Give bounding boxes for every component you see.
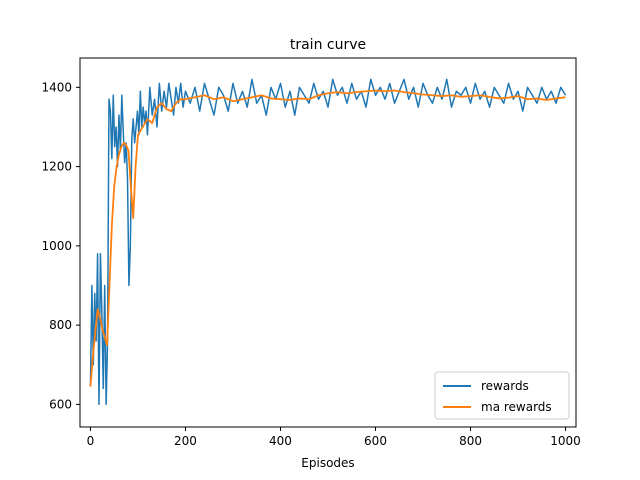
y-tick-label: 1400 bbox=[41, 80, 72, 94]
x-tick-label: 400 bbox=[269, 434, 292, 448]
y-tick-label: 1200 bbox=[41, 160, 72, 174]
chart-title: train curve bbox=[290, 37, 366, 53]
series-line-rewards bbox=[89, 78, 567, 406]
x-tick-label: 200 bbox=[174, 434, 197, 448]
x-tick-label: 600 bbox=[364, 434, 387, 448]
legend-label-rewards: rewards bbox=[481, 379, 529, 393]
x-tick-label: 800 bbox=[459, 434, 482, 448]
x-axis-label: Episodes bbox=[301, 456, 354, 470]
legend-label-ma-rewards: ma rewards bbox=[481, 400, 552, 414]
legend: rewards ma rewards bbox=[434, 371, 570, 420]
x-tick-label: 1000 bbox=[550, 434, 581, 448]
y-tick-label: 1000 bbox=[41, 239, 72, 253]
x-axis: 0 200 400 600 800 1000 bbox=[87, 427, 581, 448]
y-axis: 600 800 1000 1200 1400 bbox=[41, 80, 80, 411]
x-tick-label: 0 bbox=[87, 434, 95, 448]
y-tick-label: 600 bbox=[49, 397, 72, 411]
y-tick-label: 800 bbox=[49, 318, 72, 332]
plot-frame bbox=[79, 57, 577, 428]
series-line-ma-rewards bbox=[89, 89, 566, 387]
series-group bbox=[89, 78, 567, 406]
plot-area bbox=[79, 57, 577, 428]
